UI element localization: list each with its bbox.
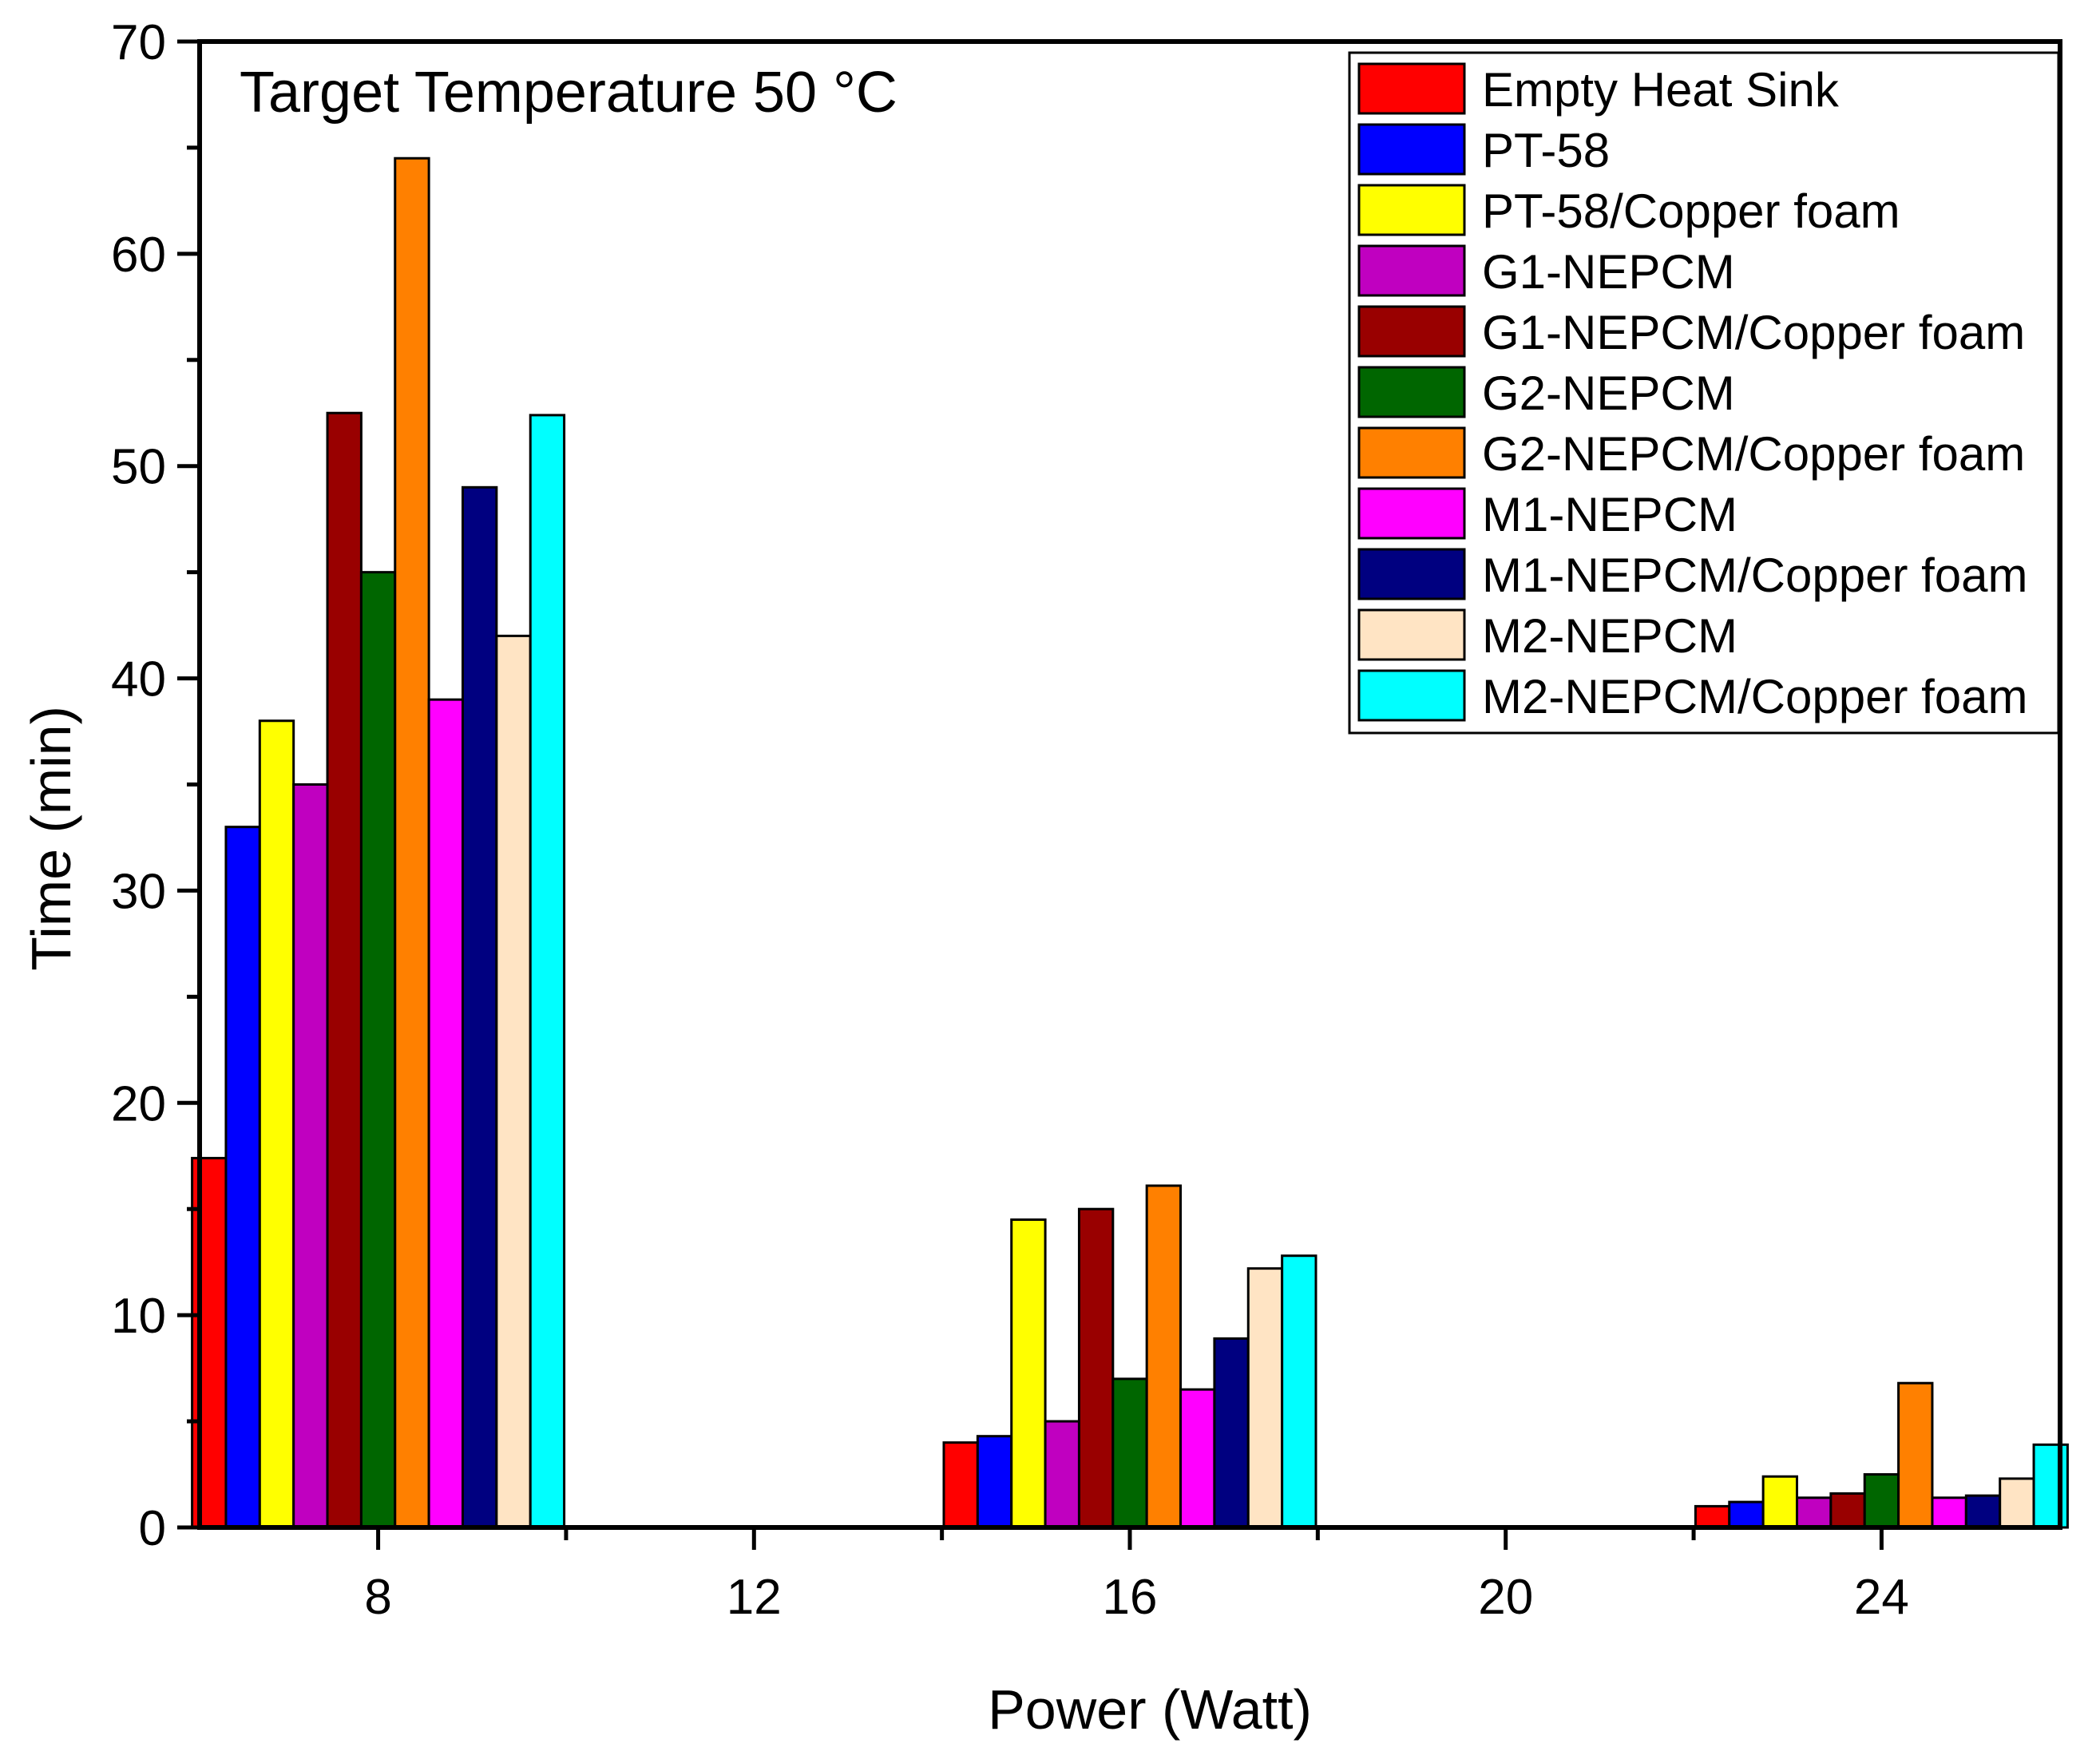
legend-box — [1348, 51, 2060, 735]
bar-m1-nepcm-copper-foam-24 — [1964, 1494, 2002, 1529]
x-tick-label: 12 — [727, 1570, 782, 1625]
bar-g1-nepcm-16 — [1044, 1420, 1080, 1529]
bar-m2-nepcm-16 — [1246, 1267, 1284, 1529]
legend-swatch — [1357, 305, 1466, 358]
bar-g2-nepcm-copper-foam-24 — [1897, 1381, 1934, 1529]
legend-label: G1-NEPCM/Copper foam — [1482, 306, 2025, 359]
legend-swatch — [1357, 184, 1466, 236]
bar-pt-58-copper-foam-24 — [1761, 1475, 1799, 1529]
x-axis-title: Power (Watt) — [988, 1678, 1312, 1741]
y-tick-label: 10 — [111, 1289, 166, 1344]
bar-pt-58-copper-foam-16 — [1010, 1218, 1047, 1529]
bar-empty-heat-sink-24 — [1694, 1504, 1731, 1529]
legend-swatch — [1357, 366, 1466, 418]
legend-label: M1-NEPCM/Copper foam — [1482, 549, 2028, 602]
bar-m1-nepcm-copper-foam-8 — [461, 485, 498, 1529]
bar-m1-nepcm-8 — [427, 698, 464, 1529]
legend-swatch — [1357, 548, 1466, 600]
bar-g1-nepcm-copper-foam-24 — [1829, 1492, 1866, 1529]
legend-label: G1-NEPCM — [1482, 245, 1735, 299]
legend-label: M1-NEPCM — [1482, 488, 1737, 541]
bar-g2-nepcm-16 — [1111, 1377, 1148, 1529]
legend: Empty Heat Sink PT-58 PT-58/Copper foam G1-… — [1348, 51, 2060, 735]
bar-m2-nepcm-copper-foam-24 — [2032, 1443, 2069, 1529]
x-tick-label: 8 — [364, 1570, 391, 1625]
legend-label: PT-58/Copper foam — [1482, 184, 1900, 238]
x-tick-label: 20 — [1478, 1570, 1533, 1625]
bar-m1-nepcm-copper-foam-16 — [1213, 1337, 1250, 1529]
legend-swatch — [1357, 669, 1466, 722]
y-axis-title: Time (min) — [20, 706, 82, 971]
bars-layer — [191, 156, 2069, 1529]
legend-label: M2-NEPCM — [1482, 609, 1737, 663]
bar-g1-nepcm-copper-foam-16 — [1077, 1207, 1115, 1529]
bar-empty-heat-sink-16 — [942, 1441, 979, 1529]
bar-pt-58-16 — [976, 1435, 1013, 1529]
legend-label: M2-NEPCM/Copper foam — [1482, 670, 2028, 723]
legend-swatch — [1357, 123, 1466, 176]
bar-g1-nepcm-8 — [292, 783, 329, 1529]
bar-g2-nepcm-copper-foam-16 — [1145, 1184, 1183, 1529]
y-tick-label: 40 — [111, 652, 166, 707]
bar-pt-58-8 — [224, 826, 261, 1529]
bar-pt-58-copper-foam-8 — [258, 719, 295, 1529]
legend-swatch — [1357, 426, 1466, 479]
legend-label: G2-NEPCM/Copper foam — [1482, 427, 2025, 481]
bar-m2-nepcm-copper-foam-16 — [1281, 1254, 1317, 1529]
bar-m1-nepcm-24 — [1931, 1496, 1967, 1529]
bar-m2-nepcm-8 — [495, 634, 532, 1529]
legend-swatch — [1357, 244, 1466, 297]
y-tick-label: 50 — [111, 440, 166, 495]
legend-swatch — [1357, 487, 1466, 540]
legend-label: Empty Heat Sink — [1482, 63, 1840, 117]
bar-g1-nepcm-24 — [1796, 1496, 1833, 1529]
x-tick-label: 24 — [1854, 1570, 1909, 1625]
ticks-layer: 8 12 16 20 24 0 10 20 30 40 50 60 70 — [111, 15, 1909, 1625]
legend-swatch — [1357, 608, 1466, 661]
bar-g1-nepcm-copper-foam-8 — [326, 411, 363, 1529]
bar-empty-heat-sink-8 — [191, 1156, 228, 1529]
legend-swatch — [1357, 62, 1466, 115]
y-tick-label: 70 — [111, 15, 166, 70]
chart-annotation: Target Temperature 50 °C — [240, 61, 897, 125]
bar-g2-nepcm-8 — [359, 571, 397, 1529]
y-tick-label: 20 — [111, 1076, 166, 1131]
y-tick-label: 60 — [111, 228, 166, 283]
bar-g2-nepcm-24 — [1863, 1473, 1900, 1529]
bar-g2-nepcm-copper-foam-8 — [394, 156, 430, 1529]
bar-m1-nepcm-16 — [1179, 1388, 1216, 1529]
y-tick-label: 0 — [139, 1501, 166, 1556]
legend-label: PT-58 — [1482, 124, 1610, 177]
legend-label: G2-NEPCM — [1482, 366, 1735, 420]
bar-m2-nepcm-24 — [1999, 1477, 2035, 1529]
y-tick-label: 30 — [111, 864, 166, 919]
bar-pt-58-24 — [1728, 1500, 1765, 1529]
x-tick-label: 16 — [1103, 1570, 1158, 1625]
bar-m2-nepcm-copper-foam-8 — [529, 414, 566, 1529]
